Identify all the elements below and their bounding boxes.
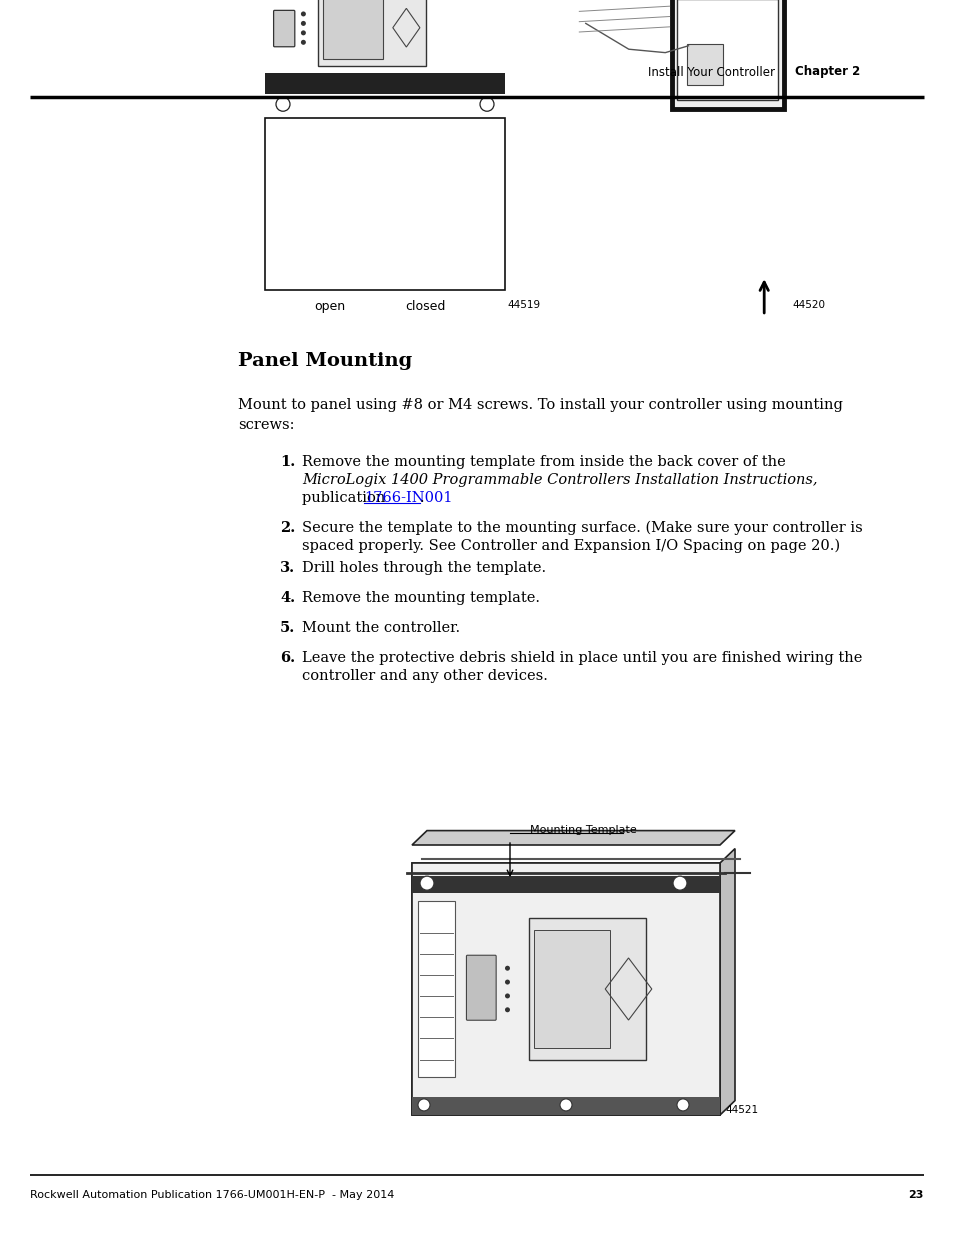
Text: Remove the mounting template.: Remove the mounting template.	[302, 592, 539, 605]
Text: 44521: 44521	[724, 1105, 758, 1115]
Text: spaced properly. See Controller and Expansion I/O Spacing on page 20.): spaced properly. See Controller and Expa…	[302, 538, 840, 553]
Text: 1766-IN001: 1766-IN001	[364, 492, 452, 505]
Circle shape	[504, 1008, 510, 1013]
FancyBboxPatch shape	[274, 10, 294, 47]
Circle shape	[300, 31, 306, 36]
Bar	[412, 876, 720, 893]
Text: Panel Mounting: Panel Mounting	[237, 352, 412, 370]
Text: 6.: 6.	[280, 651, 294, 664]
Bar	[412, 863, 720, 1115]
Bar	[533, 930, 609, 1049]
Text: 23: 23	[907, 1191, 923, 1200]
Circle shape	[300, 21, 306, 26]
Text: 5.: 5.	[280, 621, 294, 635]
Text: Remove the mounting template from inside the back cover of the: Remove the mounting template from inside…	[302, 454, 785, 469]
Circle shape	[672, 876, 686, 890]
Circle shape	[300, 40, 306, 44]
Bar	[265, 73, 504, 94]
Text: 3.: 3.	[280, 561, 294, 576]
Bar	[265, 119, 504, 290]
Circle shape	[559, 1099, 572, 1112]
Text: Drill holes through the template.: Drill holes through the template.	[302, 561, 545, 576]
Circle shape	[504, 979, 510, 984]
Polygon shape	[720, 848, 734, 1115]
Text: Rockwell Automation Publication 1766-UM001H-EN-P  - May 2014: Rockwell Automation Publication 1766-UM0…	[30, 1191, 394, 1200]
Text: Mounting Template: Mounting Template	[530, 825, 636, 835]
Bar	[529, 919, 645, 1060]
Circle shape	[504, 993, 510, 998]
Text: Secure the template to the mounting surface. (Make sure your controller is: Secure the template to the mounting surf…	[302, 521, 862, 536]
Text: controller and any other devices.: controller and any other devices.	[302, 669, 547, 683]
Bar	[323, 0, 382, 58]
Circle shape	[419, 876, 434, 890]
Text: 4.: 4.	[280, 592, 294, 605]
Bar	[412, 863, 720, 1115]
Circle shape	[677, 1099, 688, 1112]
Text: Install Your Controller: Install Your Controller	[647, 65, 774, 79]
Text: Mount the controller.: Mount the controller.	[302, 621, 459, 635]
Bar	[417, 900, 455, 1077]
Circle shape	[417, 1099, 430, 1112]
Bar	[671, 0, 782, 110]
Text: publication: publication	[302, 492, 390, 505]
Text: closed: closed	[405, 300, 445, 312]
Text: 1.: 1.	[280, 454, 294, 469]
Bar	[687, 44, 721, 85]
Text: 44520: 44520	[791, 300, 824, 310]
Text: screws:: screws:	[237, 417, 294, 432]
Bar	[412, 1098, 720, 1115]
Text: .: .	[419, 492, 424, 505]
Polygon shape	[412, 831, 734, 845]
Text: MicroLogix 1400 Programmable Controllers Installation Instructions,: MicroLogix 1400 Programmable Controllers…	[302, 473, 817, 487]
Text: open: open	[314, 300, 345, 312]
Bar	[317, 0, 425, 67]
Bar	[677, 0, 777, 100]
Text: 2.: 2.	[280, 521, 294, 535]
Text: Chapter 2: Chapter 2	[794, 65, 860, 79]
Circle shape	[300, 11, 306, 16]
FancyBboxPatch shape	[466, 955, 496, 1020]
Text: Leave the protective debris shield in place until you are finished wiring the: Leave the protective debris shield in pl…	[302, 651, 862, 664]
Text: 44519: 44519	[506, 300, 539, 310]
Circle shape	[504, 966, 510, 971]
Text: Mount to panel using #8 or M4 screws. To install your controller using mounting: Mount to panel using #8 or M4 screws. To…	[237, 398, 842, 412]
